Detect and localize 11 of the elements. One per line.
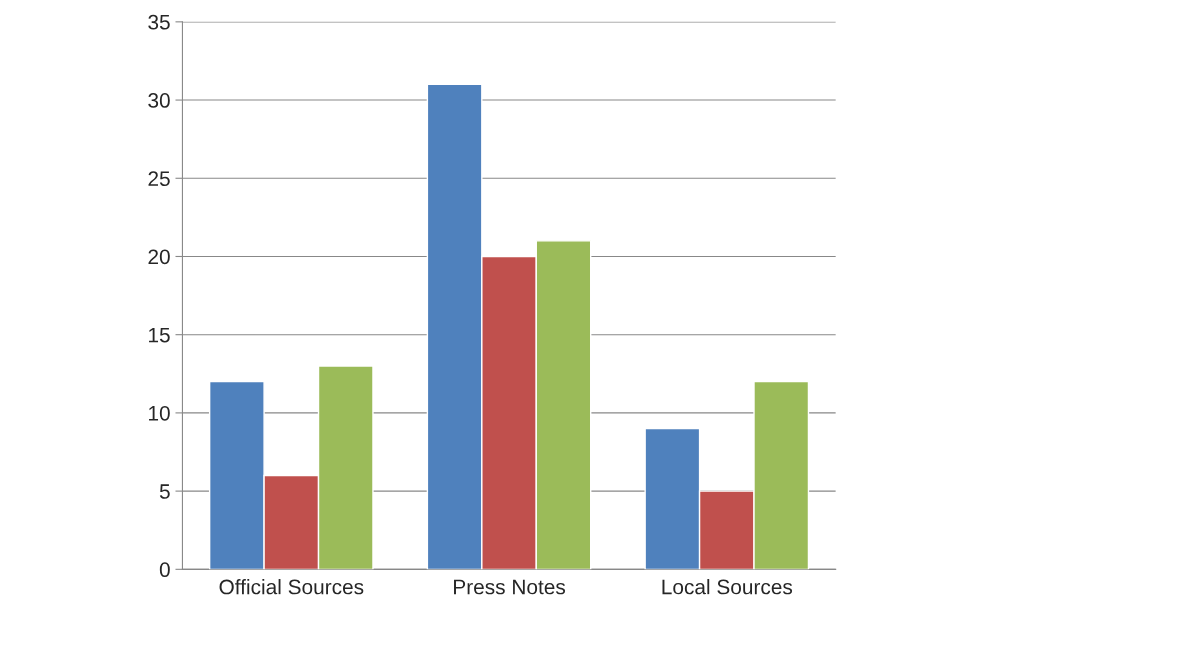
y-tick-label: 30	[148, 93, 170, 108]
x-tick-label: Official Sources	[219, 579, 364, 595]
y-tick-label: 0	[159, 562, 170, 578]
y-tick-label: 25	[148, 171, 170, 187]
x-tick-label: Local Sources	[662, 579, 793, 595]
y-tick-label: 5	[159, 484, 170, 499]
y-tick-label: 10	[149, 405, 170, 421]
y-tick-label: 20	[148, 249, 170, 265]
x-tick-label: Press Notes	[454, 579, 566, 595]
y-tick-label: 35	[148, 14, 170, 30]
y-tick-label: 15	[149, 327, 170, 343]
